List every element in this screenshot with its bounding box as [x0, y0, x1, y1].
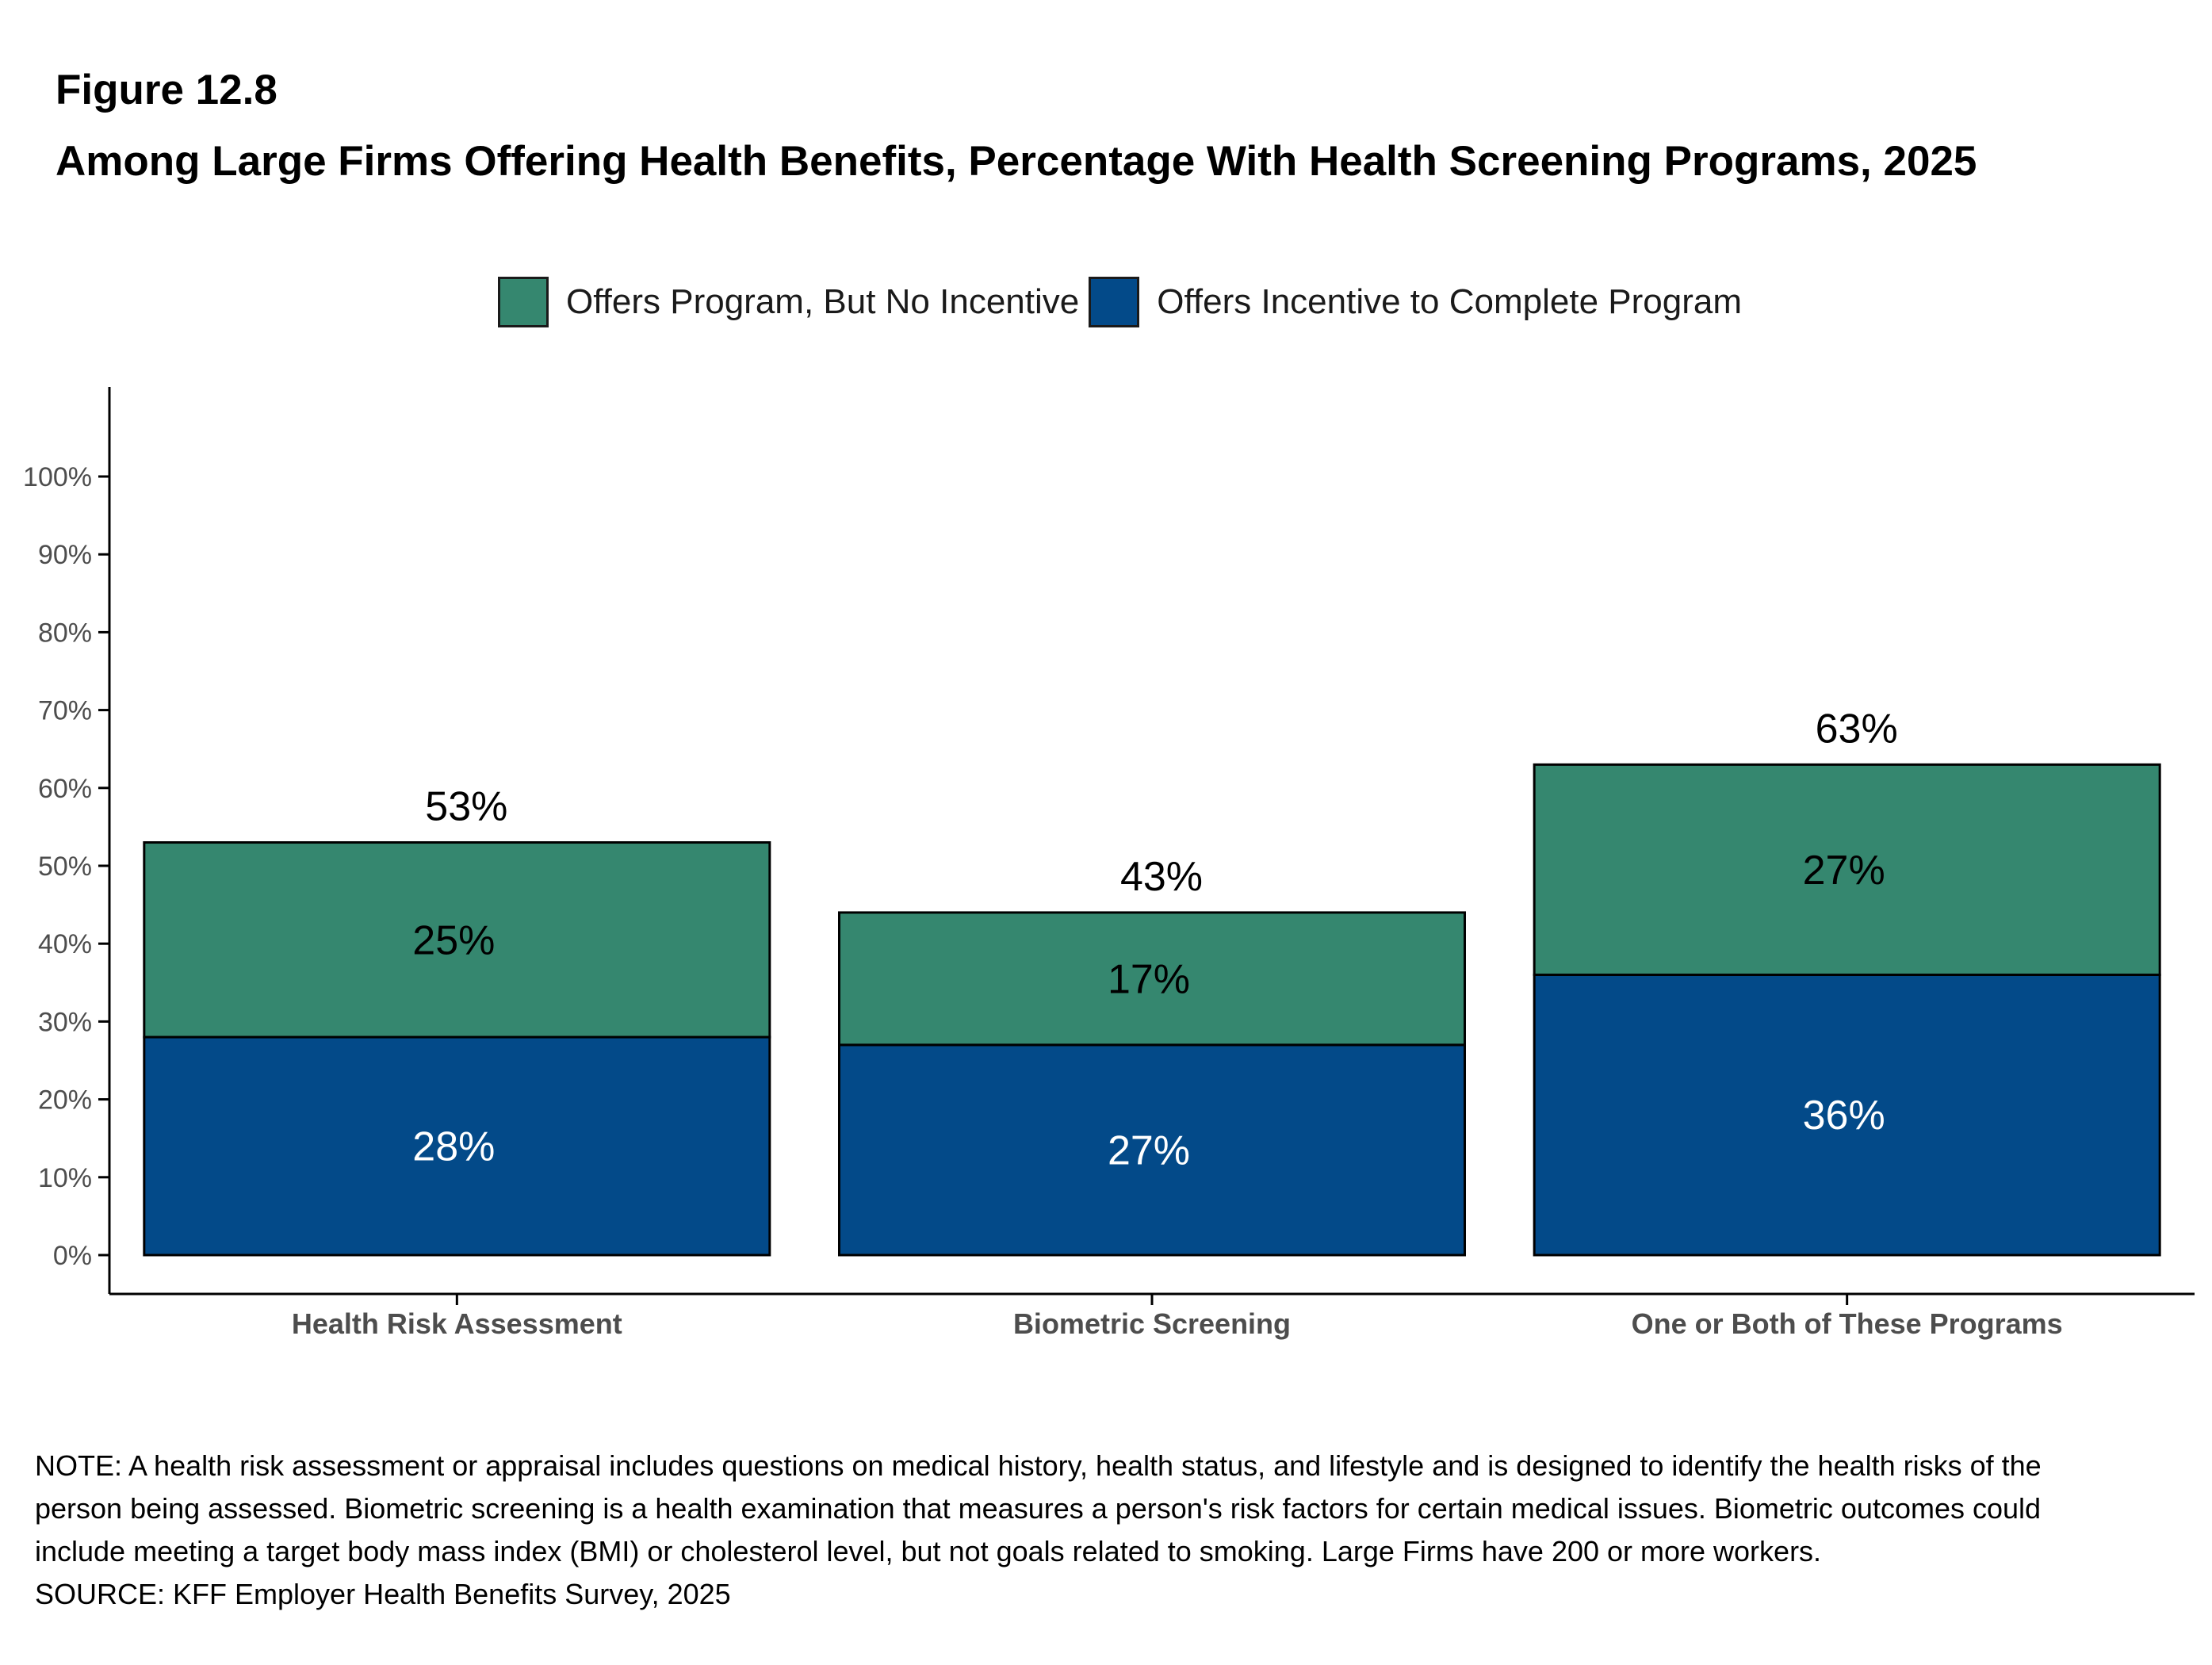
y-tick-label: 80%	[38, 618, 92, 648]
source-text: SOURCE: KFF Employer Health Benefits Sur…	[35, 1578, 731, 1610]
bar-segment-incentive	[143, 1035, 771, 1257]
y-tick-label: 20%	[38, 1085, 92, 1116]
bar-label-incentive: 36%	[1803, 1093, 1885, 1139]
y-tick-label: 30%	[38, 1007, 92, 1037]
stacked-bar-chart: 0% 10% 20% 30% 40% 50% 60% 70% 80% 90% 100% 28% 25%…	[23, 387, 2195, 1340]
bars-group	[143, 763, 2161, 1257]
bar-segment-no-incentive	[838, 911, 1466, 1047]
chart-legend: Offers Program, But No Incentive Offers …	[498, 274, 1742, 330]
y-tick-label: 100%	[23, 462, 92, 492]
y-tick-label: 90%	[38, 540, 92, 570]
legend-item-no-incentive: Offers Program, But No Incentive	[498, 277, 1079, 327]
y-tick-label: 60%	[38, 774, 92, 804]
bar-segment-incentive	[838, 1043, 1466, 1257]
note-text: NOTE: A health risk assessment or apprai…	[35, 1449, 2042, 1567]
bar-label-incentive: 27%	[1108, 1127, 1190, 1173]
y-tick-label: 40%	[38, 929, 92, 959]
legend-label-no-incentive: Offers Program, But No Incentive	[566, 282, 1080, 321]
bar-total-label: 43%	[1120, 854, 1203, 900]
bar-labels-group: 28% 25% 53% 27% 17% 43% 36% 27% 63%	[412, 706, 1897, 1173]
x-tick-label: Biometric Screening	[1013, 1307, 1291, 1340]
legend-item-incentive: Offers Incentive to Complete Program	[1089, 277, 1742, 327]
y-tick-label: 70%	[38, 696, 92, 726]
y-axis-ticks: 0% 10% 20% 30% 40% 50% 60% 70% 80% 90% 100%	[23, 462, 109, 1271]
bar-total-label: 63%	[1816, 706, 1898, 752]
bar-label-incentive: 28%	[412, 1124, 495, 1170]
y-tick-label: 50%	[38, 852, 92, 882]
y-tick-label: 10%	[38, 1163, 92, 1193]
bar-segment-no-incentive	[143, 841, 771, 1039]
x-tick-label: Health Risk Assessment	[292, 1307, 622, 1340]
bar-segment-no-incentive	[1533, 763, 2161, 976]
bar-label-no-incentive: 27%	[1803, 848, 1885, 894]
bar-total-label: 53%	[425, 784, 507, 830]
legend-swatch-no-incentive	[498, 277, 549, 327]
x-axis-ticks: Health Risk Assessment Biometric Screenin…	[292, 1294, 2063, 1340]
y-tick-label: 0%	[53, 1241, 92, 1271]
chart-title: Among Large Firms Offering Health Benefi…	[55, 138, 1977, 185]
bar-label-no-incentive: 17%	[1108, 956, 1190, 1002]
x-tick-label: One or Both of These Programs	[1632, 1307, 2063, 1340]
figure-number: Figure 12.8	[55, 67, 277, 113]
legend-swatch-incentive	[1089, 277, 1140, 327]
bar-segment-incentive	[1533, 973, 2161, 1257]
bar-label-no-incentive: 25%	[412, 917, 495, 963]
legend-label-incentive: Offers Incentive to Complete Program	[1157, 282, 1742, 321]
notes-block: NOTE: A health risk assessment or apprai…	[35, 1445, 2096, 1616]
